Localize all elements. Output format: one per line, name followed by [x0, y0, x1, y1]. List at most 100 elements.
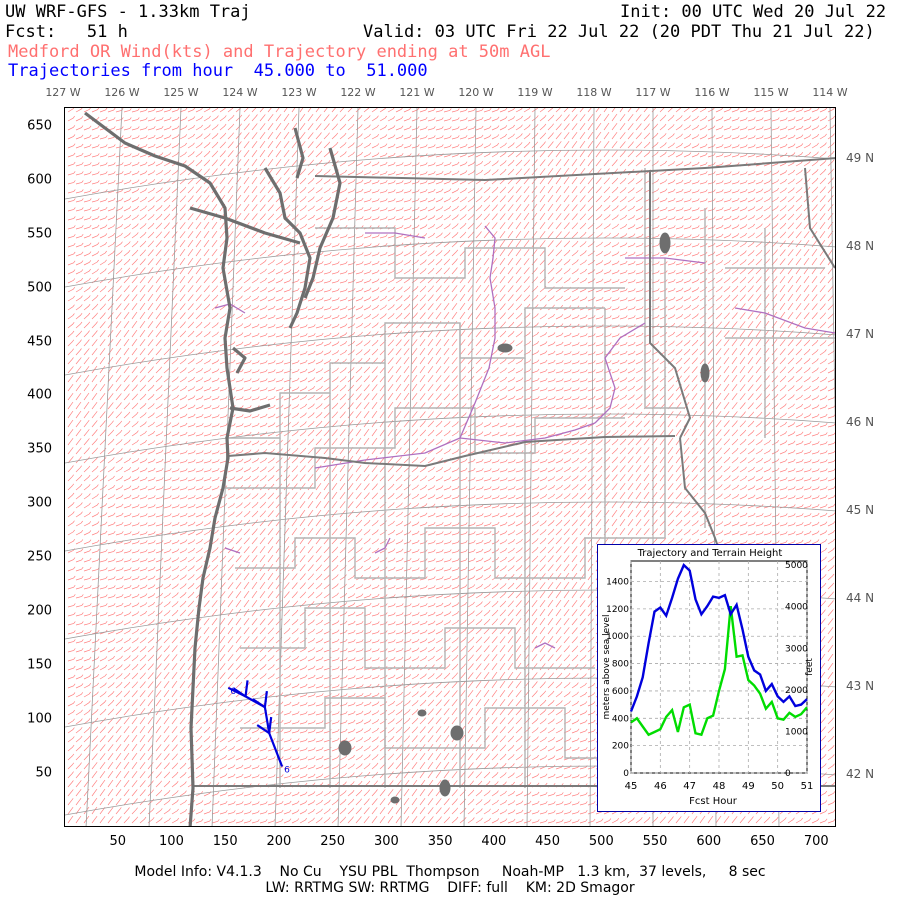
inset-x-tick: 50: [771, 781, 784, 792]
product-title: Medford OR Wind(kts) and Trajectory endi…: [8, 42, 551, 62]
inset-y2-tick: 1000: [785, 727, 808, 737]
x-tick-label: 150: [212, 834, 238, 849]
rivers: [214, 225, 835, 649]
latitude-line: [65, 149, 835, 200]
longitude-line: [85, 108, 123, 826]
longitude-label: 117 W: [635, 86, 671, 99]
longitude-label: 127 W: [45, 86, 81, 99]
y-tick-label: 400: [27, 387, 52, 403]
longitude-label: 123 W: [281, 86, 317, 99]
county-boundaries: [225, 168, 835, 788]
latitude-label: 49 N: [846, 151, 875, 165]
longitude-label: 115 W: [753, 86, 789, 99]
x-tick-label: 250: [320, 834, 346, 849]
longitude-label: 122 W: [340, 86, 376, 99]
longitude-line: [463, 108, 477, 826]
latitude-label: 48 N: [846, 239, 875, 253]
inset-x-ticks: 45 46 47 48 49 50 51: [625, 781, 814, 792]
x-tick-label: 650: [750, 834, 775, 849]
x-tick-label: 600: [696, 834, 722, 849]
trajectory-arrow: [256, 716, 273, 734]
inset-y2-tick: 2000: [785, 686, 808, 696]
inset-y2-tick: 0: [785, 769, 791, 779]
model-info: Model Info: V4.1.3 No Cu YSU PBL Thompso…: [134, 864, 766, 880]
x-tick-label: 550: [642, 834, 668, 849]
longitude-label: 121 W: [399, 86, 435, 99]
inset-x-tick: 49: [742, 781, 755, 792]
model-physics: LW: RRTMG SW: RRTMG DIFF: full KM: 2D Sm…: [265, 880, 635, 896]
y-tick-label: 450: [27, 334, 52, 350]
inset-y-tick: 1000: [606, 632, 629, 642]
coastline: [84, 111, 342, 826]
latitude-line: [65, 501, 835, 552]
longitude-line: [337, 108, 359, 826]
latitude-line: [65, 413, 835, 464]
latitude-label: 43 N: [846, 679, 875, 693]
forecast-hour: Fcst: 51 h: [5, 22, 128, 42]
inset-chart: Trajectory and Terrain Height 45 46 47 48 49…: [602, 548, 815, 807]
inset-x-tick: 48: [713, 781, 726, 792]
latitude-line: [65, 325, 835, 376]
inset-ylabel-left: meters above sea level: [602, 614, 612, 719]
latitude-label: 45 N: [846, 503, 875, 517]
longitude-label: 118 W: [576, 86, 612, 99]
longitude-line: [148, 108, 182, 826]
y-tick-label: 150: [27, 657, 52, 673]
x-tick-label: 350: [427, 834, 453, 849]
trajectory-arrow: [232, 680, 249, 698]
inset-ylabel-right: feet: [805, 658, 815, 676]
longitude-line: [526, 108, 536, 826]
lakes: [338, 232, 710, 804]
trajectory-height-inset: Trajectory and Terrain Height 45 46 47 48 49…: [597, 544, 821, 812]
trajectory-hour-mark: 6: [230, 687, 236, 697]
y-tick-label: 350: [27, 441, 52, 457]
inset-y2-tick: 3000: [785, 644, 808, 654]
longitude-line: [829, 108, 835, 433]
y-tick-label: 50: [35, 765, 52, 781]
inset-title: Trajectory and Terrain Height: [637, 548, 783, 559]
longitude-label: 124 W: [222, 86, 258, 99]
wind-barb-field: [67, 108, 835, 824]
longitude-line: [589, 108, 595, 826]
longitude-label: 114 W: [812, 86, 848, 99]
y-tick-label: 300: [27, 495, 52, 511]
y-tick-label: 100: [27, 711, 52, 727]
valid-time: Valid: 03 UTC Fri 22 Jul 22 (20 PDT Thu …: [363, 22, 875, 42]
inset-y-tick: 1200: [606, 605, 629, 615]
latitude-line: [65, 237, 835, 288]
trajectory-path: 66: [227, 680, 290, 776]
model-title: UW WRF-GFS - 1.33km Traj: [5, 2, 251, 22]
y-tick-label: 500: [27, 280, 52, 296]
inset-series: [629, 563, 808, 737]
longitude-line: [274, 108, 300, 826]
wind-barbs: [67, 108, 835, 824]
inset-y2-ticks: 0 1000 2000 3000 4000 5000: [785, 561, 808, 779]
longitude-label: 126 W: [104, 86, 140, 99]
x-tick-label: 500: [588, 834, 614, 849]
y-tick-label: 200: [27, 603, 52, 619]
inset-x-tick: 51: [801, 781, 814, 792]
inset-y2-tick: 4000: [785, 603, 808, 613]
inset-grid: [630, 561, 808, 774]
inset-y-tick: 400: [612, 714, 629, 724]
latitude-label: 47 N: [846, 327, 875, 341]
x-tick-label: 700: [803, 834, 829, 849]
longitude-line: [400, 108, 418, 826]
x-tick-label: 300: [373, 834, 399, 849]
latitude-label: 46 N: [846, 415, 875, 429]
init-time: Init: 00 UTC Wed 20 Jul 22: [620, 2, 887, 22]
x-tick-label: 50: [109, 834, 126, 849]
x-tick-label: 100: [159, 834, 184, 849]
longitude-label: 120 W: [458, 86, 494, 99]
longitude-label: 119 W: [517, 86, 553, 99]
inset-y-tick: 800: [612, 660, 629, 670]
x-tick-label: 400: [481, 834, 507, 849]
latitude-label: 42 N: [846, 767, 875, 781]
trajectory-hour-mark: 6: [284, 766, 290, 776]
trajectory-arrow: [252, 691, 268, 709]
inset-x-tick: 46: [654, 781, 667, 792]
inset-y-ticks: 0 200 400 600 800 1000 1200 1400: [606, 578, 629, 779]
inset-y-tick: 0: [623, 769, 629, 779]
y-tick-label: 550: [27, 226, 52, 242]
